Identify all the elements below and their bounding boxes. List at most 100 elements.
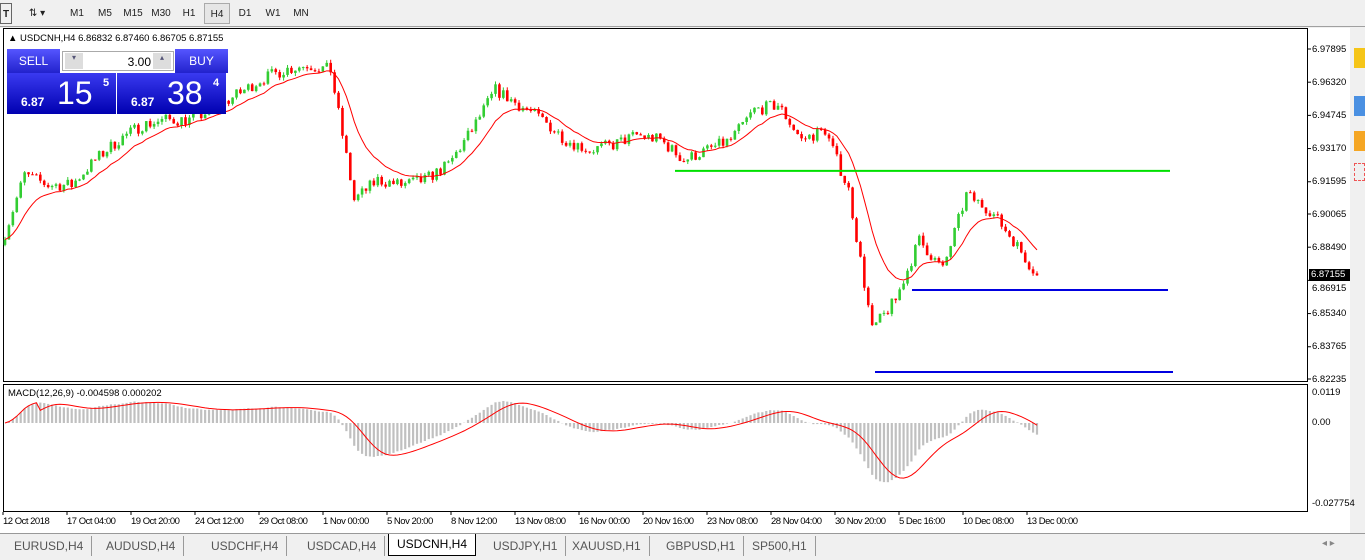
lot-decrease-icon[interactable]: ▾ bbox=[65, 53, 83, 69]
candle-body bbox=[588, 151, 591, 153]
timeframe-m30[interactable]: M30 bbox=[151, 8, 171, 19]
candle-body bbox=[490, 93, 493, 99]
candle-body bbox=[647, 134, 650, 139]
timeframe-h1[interactable]: H1 bbox=[182, 8, 196, 19]
timeframe-mn[interactable]: MN bbox=[293, 8, 309, 19]
candle-body bbox=[902, 283, 905, 290]
tab-eurusd-h4[interactable]: EURUSD,H4 bbox=[6, 536, 93, 556]
tab-usdcnh-h4[interactable]: USDCNH,H4 bbox=[388, 534, 477, 556]
time-tick-label: 10 Dec 08:00 bbox=[963, 516, 1014, 527]
candle-body bbox=[941, 262, 945, 266]
candle-body bbox=[788, 119, 792, 125]
candle-body bbox=[137, 124, 140, 134]
candle-body bbox=[101, 151, 105, 157]
candle-body bbox=[1004, 226, 1007, 232]
candle-body bbox=[180, 117, 183, 126]
timeframe-d1[interactable]: D1 bbox=[238, 8, 252, 19]
candle-body bbox=[333, 72, 336, 93]
candle-body bbox=[258, 83, 262, 87]
candle-body bbox=[859, 241, 862, 257]
candle-body bbox=[690, 152, 693, 160]
buy-price[interactable]: 6.87 38 4 bbox=[117, 73, 226, 114]
candle-body bbox=[678, 155, 682, 161]
candle-body bbox=[74, 180, 77, 187]
lot-input[interactable]: 3.00 bbox=[127, 55, 151, 69]
buy-price-prefix: 6.87 bbox=[131, 95, 155, 109]
candle-body bbox=[164, 114, 168, 120]
candle-body bbox=[431, 171, 435, 180]
candle-body bbox=[988, 213, 992, 217]
timeframe-m5[interactable]: M5 bbox=[98, 8, 112, 19]
sell-price-sup: 5 bbox=[103, 77, 110, 89]
candle-body bbox=[906, 270, 909, 284]
candle-body bbox=[82, 174, 85, 180]
candle-body bbox=[1023, 252, 1027, 263]
candle-body bbox=[305, 67, 309, 69]
candle-body bbox=[415, 176, 419, 178]
panel-icon-3[interactable] bbox=[1354, 131, 1365, 151]
tab-usdjpy-h1[interactable]: USDJPY,H1 bbox=[485, 536, 567, 556]
candle-body bbox=[721, 138, 725, 146]
sell-button[interactable]: SELL bbox=[7, 49, 60, 73]
timeframe-w1[interactable]: W1 bbox=[265, 8, 281, 19]
candle-body bbox=[35, 174, 38, 176]
candle-body bbox=[254, 86, 258, 92]
tab-gbpusd-h1[interactable]: GBPUSD,H1 bbox=[658, 536, 745, 556]
candle-body bbox=[388, 180, 391, 187]
candle-body bbox=[949, 246, 952, 257]
time-tick-label: 30 Nov 20:00 bbox=[835, 516, 886, 527]
candle-body bbox=[462, 140, 466, 151]
candle-body bbox=[509, 99, 513, 102]
candle-body bbox=[980, 199, 984, 208]
candle-body bbox=[1016, 242, 1019, 247]
lot-increase-icon[interactable]: ▴ bbox=[153, 53, 171, 69]
timeframe-m15[interactable]: M15 bbox=[123, 8, 143, 19]
candle-body bbox=[643, 135, 646, 139]
price-tick-label: 6.96320 bbox=[1312, 76, 1347, 88]
time-tick-label: 17 Oct 04:00 bbox=[67, 516, 116, 527]
price-tick-label: 6.88490 bbox=[1312, 241, 1347, 253]
sell-price[interactable]: 6.87 15 5 bbox=[7, 73, 116, 114]
line-tools-dropdown-icon[interactable]: ⇅ ▾ bbox=[28, 8, 46, 19]
candle-body bbox=[749, 112, 752, 118]
tab-sp500-h1[interactable]: SP500,H1 bbox=[744, 536, 816, 556]
candle-body bbox=[42, 180, 46, 185]
candle-body bbox=[50, 185, 54, 188]
candle-body bbox=[184, 117, 187, 125]
candle-body bbox=[823, 129, 827, 135]
candle-body bbox=[156, 121, 160, 125]
candle-body bbox=[105, 152, 109, 157]
candle-body bbox=[270, 69, 274, 72]
panel-icon-1[interactable] bbox=[1354, 48, 1365, 68]
chart-canvas[interactable] bbox=[0, 0, 1350, 533]
panel-icon-4[interactable] bbox=[1354, 163, 1365, 181]
tab-usdchf-h4[interactable]: USDCHF,H4 bbox=[203, 536, 288, 556]
candle-body bbox=[741, 121, 745, 125]
candle-body bbox=[125, 133, 128, 136]
candle-body bbox=[168, 114, 172, 120]
candle-body bbox=[662, 138, 666, 143]
candle-body bbox=[619, 137, 623, 140]
candle-body bbox=[702, 148, 705, 158]
panel-icon-2[interactable] bbox=[1354, 96, 1365, 116]
tab-scroll-icon[interactable]: ◂ ▸ bbox=[1322, 538, 1335, 549]
tab-usdcad-h4[interactable]: USDCAD,H4 bbox=[299, 536, 386, 556]
candle-body bbox=[113, 141, 117, 149]
candle-body bbox=[812, 134, 815, 141]
candle-body bbox=[384, 184, 387, 187]
tab-audusd-h4[interactable]: AUDUSD,H4 bbox=[98, 536, 185, 556]
candle-body bbox=[1031, 269, 1035, 274]
text-tool-icon[interactable]: T bbox=[0, 3, 12, 24]
candle-body bbox=[670, 145, 674, 152]
candle-body bbox=[282, 74, 285, 78]
lot-stepper[interactable]: ▾ 3.00 ▴ bbox=[62, 51, 174, 71]
timeframe-m1[interactable]: M1 bbox=[70, 8, 84, 19]
candle-body bbox=[97, 151, 101, 160]
tab-xauusd-h1[interactable]: XAUUSD,H1 bbox=[564, 536, 650, 556]
candle-body bbox=[474, 119, 478, 132]
candle-body bbox=[784, 107, 788, 120]
timeframe-h4[interactable]: H4 bbox=[204, 3, 230, 24]
buy-button[interactable]: BUY bbox=[175, 49, 228, 73]
candle-body bbox=[447, 161, 450, 163]
chart-title: ▲ USDCNH,H4 6.86832 6.87460 6.86705 6.87… bbox=[8, 33, 224, 44]
